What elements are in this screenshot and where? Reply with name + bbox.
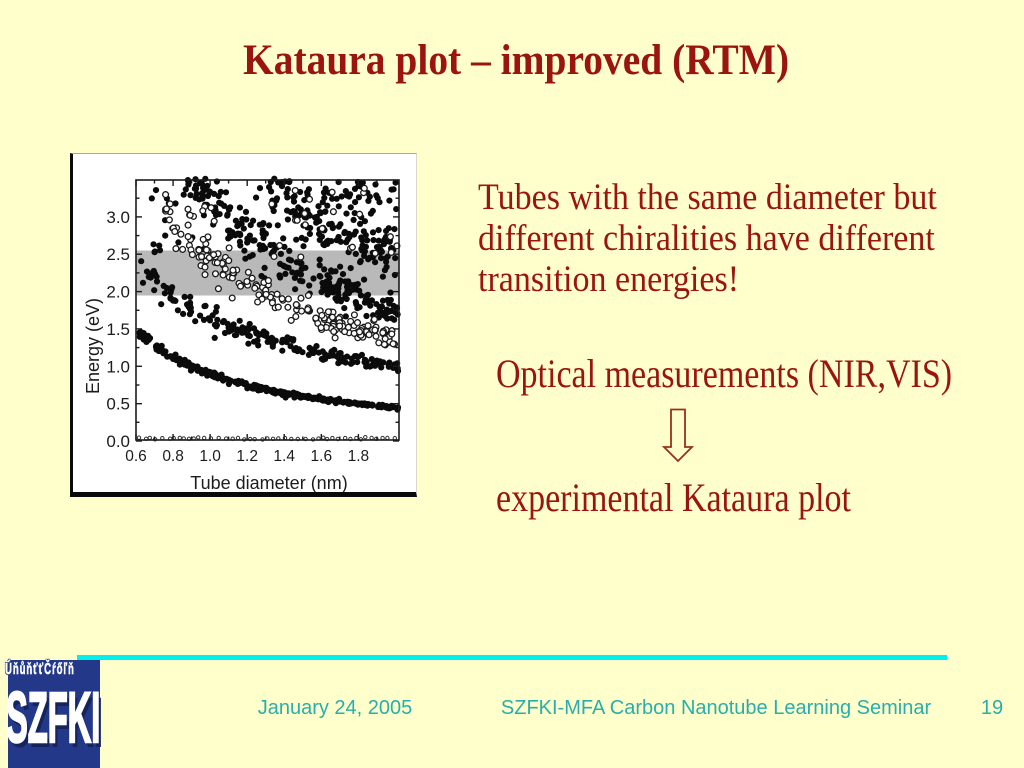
svg-text:1.2: 1.2 bbox=[236, 448, 258, 465]
svg-text:0.0: 0.0 bbox=[106, 432, 130, 451]
svg-text:Energy (eV): Energy (eV) bbox=[83, 298, 103, 394]
svg-text:2.0: 2.0 bbox=[106, 283, 130, 302]
svg-text:Tube diameter (nm): Tube diameter (nm) bbox=[190, 473, 347, 492]
svg-text:1.5: 1.5 bbox=[106, 320, 130, 339]
svg-text:1.6: 1.6 bbox=[311, 448, 333, 465]
svg-text:0.5: 0.5 bbox=[106, 395, 130, 414]
svg-text:1.0: 1.0 bbox=[106, 357, 130, 376]
svg-text:3.0: 3.0 bbox=[106, 208, 130, 227]
svg-text:1.4: 1.4 bbox=[273, 448, 295, 465]
svg-text:0.6: 0.6 bbox=[125, 448, 147, 465]
svg-text:0.8: 0.8 bbox=[162, 448, 184, 465]
svg-text:1.8: 1.8 bbox=[348, 448, 370, 465]
svg-text:1.0: 1.0 bbox=[199, 448, 221, 465]
svg-text:2.5: 2.5 bbox=[106, 245, 130, 264]
